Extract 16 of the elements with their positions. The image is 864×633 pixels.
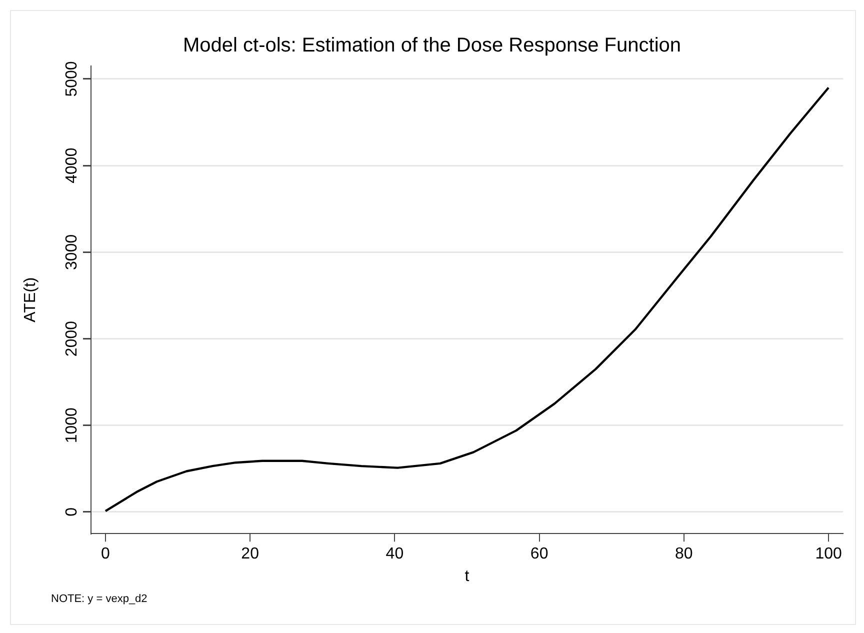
x-tick-label: 80: [675, 546, 693, 563]
y-tick-label: 1000: [63, 407, 80, 444]
x-tick-label: 100: [815, 546, 842, 563]
y-tick-label: 4000: [63, 148, 80, 184]
y-axis-title: ATE(t): [22, 277, 40, 322]
x-tick-label: 40: [386, 546, 404, 563]
text: NOTE: y = vexp_d2: [51, 593, 148, 605]
y-tick-label: 5000: [63, 61, 80, 97]
x-tick-label: 60: [530, 546, 548, 563]
y-tick-label: 3000: [63, 234, 80, 270]
x-tick-label: 20: [241, 546, 260, 563]
y-tick-label: 0: [63, 507, 80, 516]
x-tick-label: 0: [101, 546, 110, 563]
y-tick-label: 2000: [63, 320, 80, 357]
chart-title: Model ct-ols: Estimation of the Dose Response Function: [182, 34, 682, 57]
x-axis-title: t: [464, 568, 470, 585]
